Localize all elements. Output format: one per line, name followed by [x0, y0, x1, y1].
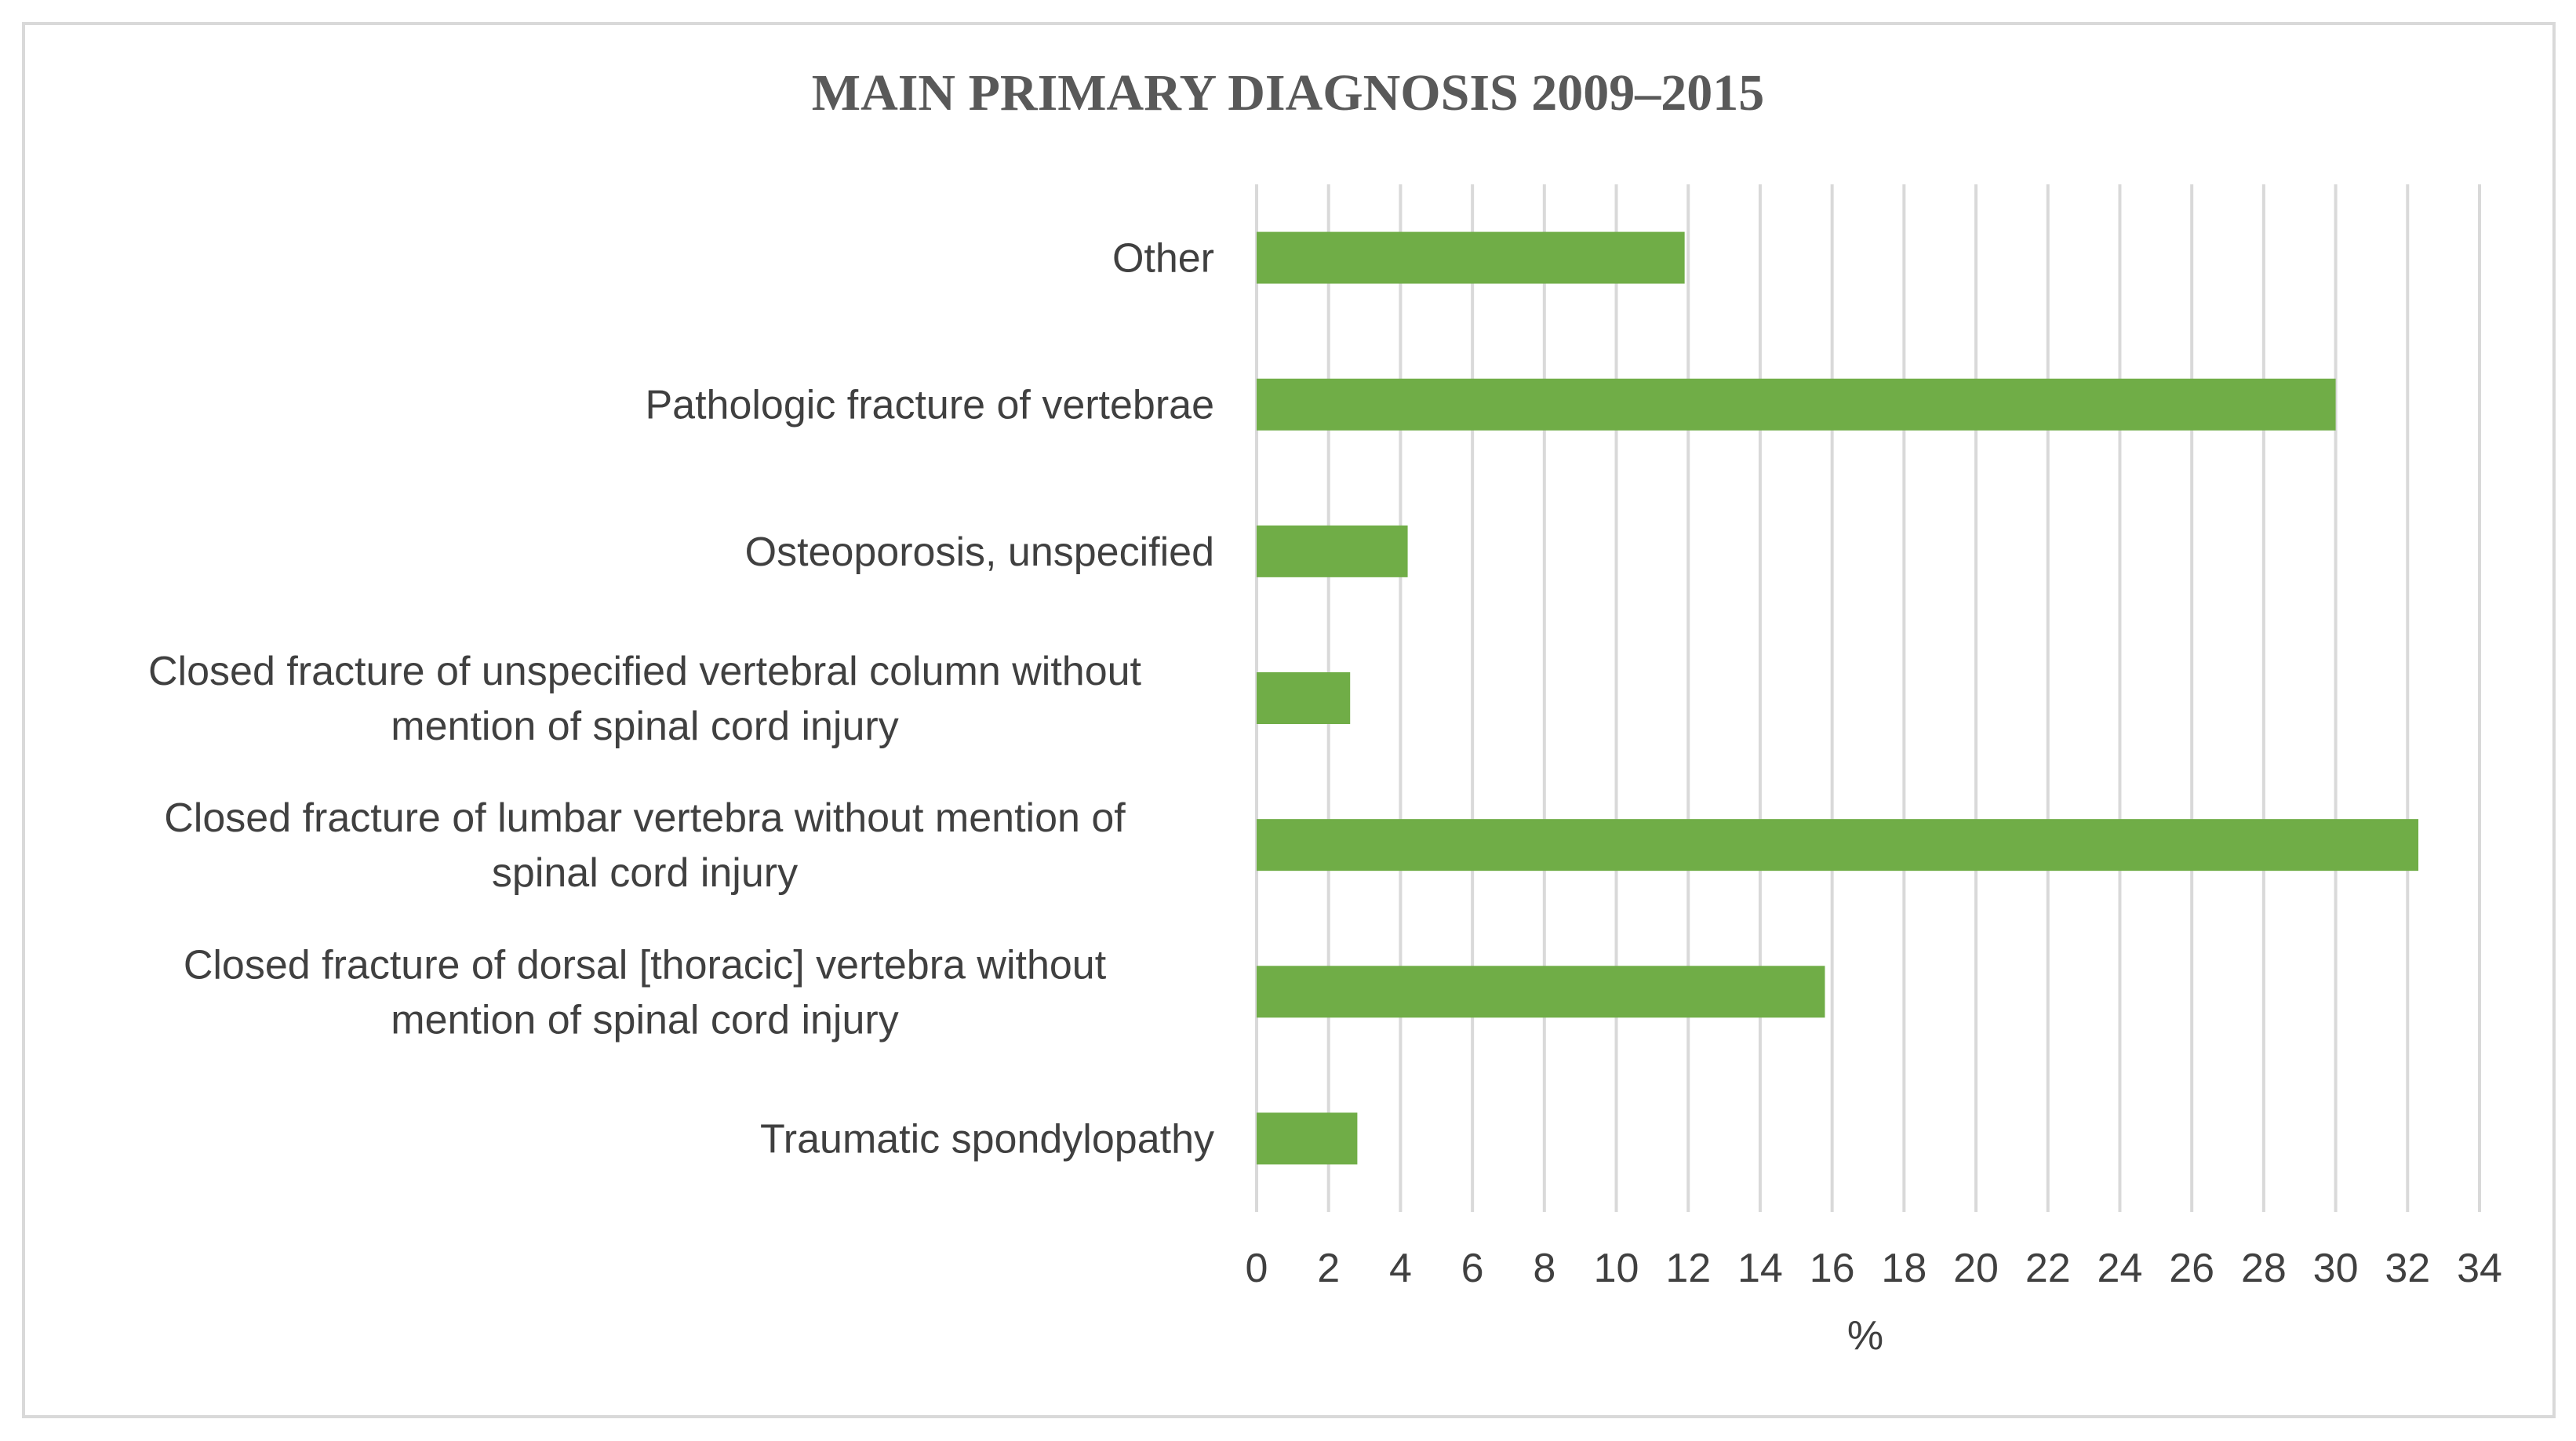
x-tick-label: 4: [1389, 1246, 1412, 1291]
category-label: Closed fracture of dorsal [thoracic] ver…: [184, 942, 1107, 1043]
category-labels: Other Pathologic fracture of vertebrae Ost…: [148, 236, 1214, 1163]
x-tick-label: 2: [1317, 1246, 1340, 1291]
category-label: Other: [1112, 236, 1214, 282]
category-label-line: Pathologic fracture of vertebrae: [645, 383, 1214, 428]
category-label-line: Other: [1112, 236, 1214, 282]
category-label: Closed fracture of unspecified vertebral…: [148, 649, 1142, 749]
x-tick-label: 12: [1665, 1246, 1711, 1291]
category-label-line: Closed fracture of lumbar vertebra witho…: [164, 795, 1126, 841]
x-tick-label: 8: [1533, 1246, 1555, 1291]
x-tick-label: 18: [1881, 1246, 1927, 1291]
category-label: Osteoporosis, unspecified: [745, 529, 1214, 575]
x-tick-label: 26: [2169, 1246, 2214, 1291]
bar: [1257, 231, 1685, 284]
x-tick-label: 22: [2025, 1246, 2071, 1291]
x-tick-label: 28: [2241, 1246, 2287, 1291]
bar: [1257, 525, 1408, 577]
x-tick-label: 0: [1246, 1246, 1268, 1291]
category-label-line: mention of spinal cord injury: [391, 704, 898, 749]
category-label-line: Closed fracture of unspecified vertebral…: [148, 649, 1142, 694]
category-label-line: Closed fracture of dorsal [thoracic] ver…: [184, 942, 1107, 988]
category-label: Pathologic fracture of vertebrae: [645, 383, 1214, 428]
category-label: Closed fracture of lumbar vertebra witho…: [164, 795, 1126, 896]
x-tick-label: 14: [1737, 1246, 1783, 1291]
bar: [1257, 819, 2419, 872]
x-tick-label: 20: [1953, 1246, 1999, 1291]
x-tick-label: 16: [1810, 1246, 1855, 1291]
gridlines: [1255, 184, 2481, 1212]
bar: [1257, 672, 1351, 724]
bar: [1257, 378, 2336, 431]
x-tick-label: 30: [2313, 1246, 2359, 1291]
category-label-line: Osteoporosis, unspecified: [745, 529, 1214, 575]
x-tick-label: 32: [2385, 1246, 2430, 1291]
x-tick-label: 6: [1461, 1246, 1484, 1291]
category-label: Traumatic spondylopathy: [760, 1116, 1214, 1162]
x-tick-label: 10: [1594, 1246, 1639, 1291]
x-axis-ticks: 0 2 4 6 8 10 12 14 16 18 20 22 24 26 28 30 32 34: [1246, 1246, 2502, 1291]
category-label-line: Traumatic spondylopathy: [760, 1116, 1214, 1162]
category-label-line: spinal cord injury: [492, 850, 798, 896]
bars: [1257, 231, 2419, 1165]
category-label-line: mention of spinal cord injury: [391, 997, 898, 1043]
x-tick-label: 24: [2098, 1246, 2143, 1291]
bar: [1257, 966, 1825, 1018]
x-tick-label: 34: [2457, 1246, 2502, 1291]
bar: [1257, 1112, 1358, 1165]
x-axis-title: %: [1847, 1313, 1883, 1359]
chart-title: MAIN PRIMARY DIAGNOSIS 2009–2015: [812, 64, 1764, 122]
